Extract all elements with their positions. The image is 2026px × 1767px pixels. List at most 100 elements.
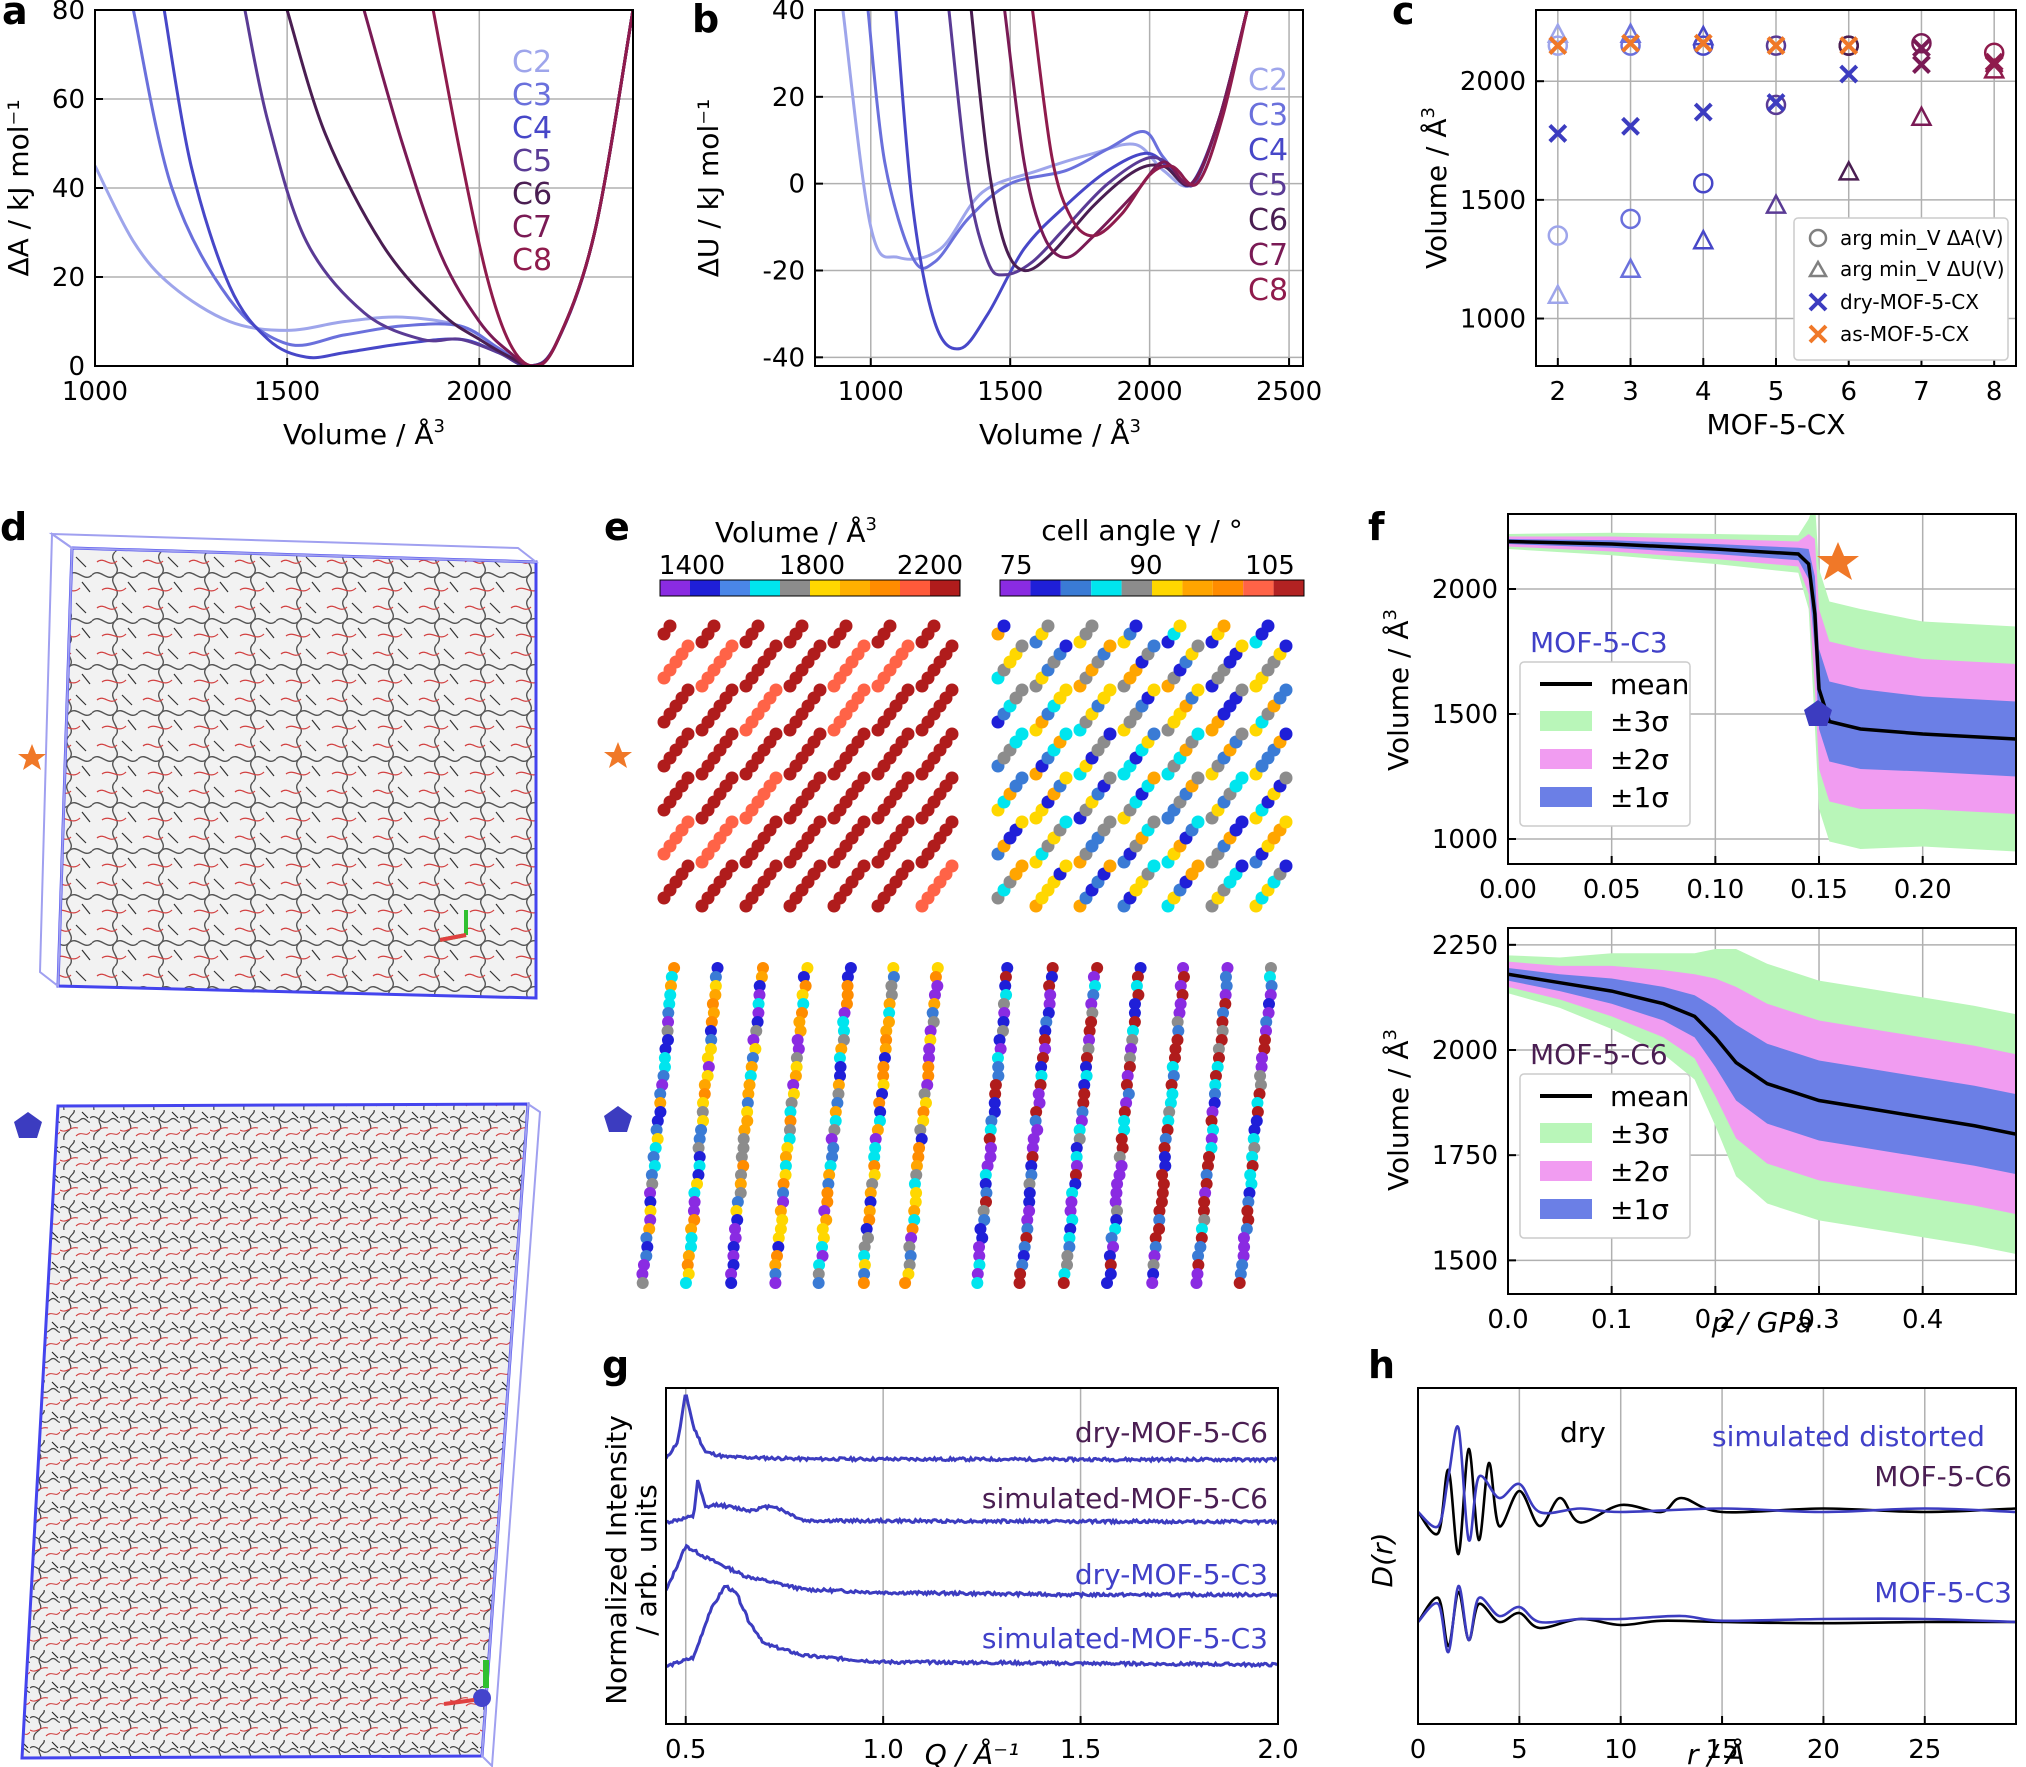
e-dot-1-3-0-2	[1129, 619, 1143, 633]
h-curve-1	[1418, 1425, 2016, 1542]
g-curve-2	[666, 1543, 1278, 1599]
e-dot-3-2-10	[1080, 1052, 1093, 1064]
e-dot-2-6-15	[919, 1097, 932, 1109]
e-dot-2-1-8	[705, 1034, 718, 1046]
e-dot-3-4-29	[1153, 1223, 1166, 1235]
e-dot-2-5-16	[874, 1106, 887, 1118]
panel-c-xlabel: MOF-5-CX	[1706, 408, 1845, 441]
e-dot-2-4-6	[837, 1016, 850, 1028]
e-dot-2-3-6	[793, 1016, 806, 1028]
e-dot-3-3-14	[1122, 1088, 1135, 1100]
e-dot-3-0-30	[976, 1232, 989, 1244]
e-dot-1-5-6-5	[1235, 859, 1249, 873]
e-dot-3-3-8	[1126, 1034, 1139, 1046]
g-label-dry-c6: dry-MOF-5-C6	[1075, 1416, 1268, 1449]
e-dot-2-0-7	[661, 1025, 674, 1037]
e-dot-3-1-1	[1045, 971, 1058, 983]
e-dot-2-5-2	[885, 980, 898, 992]
e-dot-3-6-1	[1263, 971, 1276, 983]
e-dot-3-3-25	[1110, 1187, 1123, 1199]
b-xticklabel-1: 1500	[977, 377, 1043, 407]
e-dot-2-0-0	[668, 962, 681, 974]
e-dot-3-2-24	[1069, 1178, 1082, 1190]
c-point-3-6	[1984, 52, 2004, 72]
c-point-3-0	[1548, 36, 1568, 56]
e-dot-2-3-26	[777, 1196, 790, 1208]
cb2-seg-2	[1060, 580, 1092, 596]
cb1-seg-0	[660, 580, 690, 596]
ft-band-1sigma	[1508, 539, 2016, 777]
e-dot-0-4-0-2	[839, 619, 853, 633]
cb1-seg-5	[810, 580, 840, 596]
e-dot-2-6-18	[914, 1124, 927, 1136]
e-dot-3-3-29	[1109, 1223, 1122, 1235]
cb1-seg-8	[900, 580, 930, 596]
e-dot-2-4-20	[827, 1142, 840, 1154]
e-dot-2-4-12	[834, 1070, 847, 1082]
e-dot-3-0-13	[989, 1079, 1002, 1091]
fb-xticklabel-4: 0.4	[1902, 1305, 1943, 1335]
e-dot-0-5-2-5	[901, 683, 915, 697]
e-dot-3-4-10	[1168, 1052, 1181, 1064]
e-dot-3-5-17	[1205, 1115, 1218, 1127]
f-top-legend-3sigma: ±3σ	[1610, 705, 1669, 738]
e-dot-0-1-0-2	[707, 619, 721, 633]
e-dot-2-2-26	[731, 1196, 744, 1208]
e-dot-2-3-9	[792, 1043, 805, 1055]
e-dot-2-6-22	[910, 1160, 923, 1172]
b-yticklabel-0: -40	[763, 343, 805, 373]
e-dot-2-6-7	[924, 1025, 937, 1037]
panel-b-frame	[814, 9, 1304, 367]
a-yticklabel-1: 20	[52, 263, 85, 293]
e-dot-3-3-17	[1118, 1115, 1131, 1127]
e-dot-3-2-1	[1087, 971, 1100, 983]
e-dot-3-3-23	[1113, 1169, 1126, 1181]
h-label-c3: MOF-5-C3	[1874, 1576, 2012, 1609]
e-dot-2-1-18	[695, 1124, 708, 1136]
e-dot-2-0-18	[650, 1124, 663, 1136]
e-dot-2-1-23	[692, 1169, 705, 1181]
distorted-structure-cell	[20, 1102, 530, 1760]
c-xticklabel-4: 6	[1840, 377, 1857, 407]
e-dot-3-6-5	[1262, 1007, 1275, 1019]
e-dot-2-2-9	[749, 1043, 762, 1055]
e-dot-2-6-16	[917, 1106, 930, 1118]
star-marker-e	[604, 742, 632, 768]
e-dot-2-6-20	[913, 1142, 926, 1154]
h-xticklabel-0: 0	[1410, 1735, 1427, 1765]
e-dot-0-6-6-5	[945, 859, 959, 873]
clipG-layer	[666, 1394, 1278, 1669]
e-dot-3-0-32	[973, 1250, 986, 1262]
e-dot-2-6-25	[910, 1187, 923, 1199]
panel-f-top-ylabel: Volume / Å3	[1380, 609, 1415, 771]
e-dot-2-3-31	[772, 1241, 785, 1253]
e-dot-2-0-9	[659, 1043, 672, 1055]
legend-triangle-marker	[1807, 259, 1829, 278]
e-dot-2-1-21	[693, 1151, 706, 1163]
fb-mean-line	[1508, 972, 2016, 1136]
e-dot-2-3-12	[789, 1070, 802, 1082]
e-dot-2-3-25	[777, 1187, 790, 1199]
e-dot-1-6-0-2	[1261, 619, 1275, 633]
e-dot-2-4-25	[821, 1187, 834, 1199]
e-dot-0-3-5-5	[813, 815, 827, 829]
e-dot-3-1-14	[1032, 1088, 1045, 1100]
e-dot-3-0-25	[980, 1187, 993, 1199]
e-dot-3-1-20	[1026, 1142, 1039, 1154]
e-dot-0-3-2-5	[813, 683, 827, 697]
f-top-legend-1sigma: ±1σ	[1610, 781, 1669, 814]
e-dot-3-0-18	[984, 1124, 997, 1136]
e-dot-1-1-6-5	[1059, 859, 1073, 873]
e-dot-2-1-15	[697, 1097, 710, 1109]
b-line-C2	[841, 10, 1249, 261]
e-dot-3-3-0	[1134, 962, 1147, 974]
e-dot-3-1-5	[1042, 1007, 1055, 1019]
e-dot-3-6-6	[1260, 1016, 1273, 1028]
c-point-2-0	[1548, 123, 1568, 143]
e-dot-2-3-7	[794, 1025, 807, 1037]
panel-b-label: b	[692, 0, 719, 41]
e-dot-3-1-15	[1033, 1097, 1046, 1109]
h-curve-3	[1418, 1584, 2016, 1654]
cb2-seg-8	[1243, 580, 1274, 596]
e-dot-2-4-16	[829, 1106, 842, 1118]
